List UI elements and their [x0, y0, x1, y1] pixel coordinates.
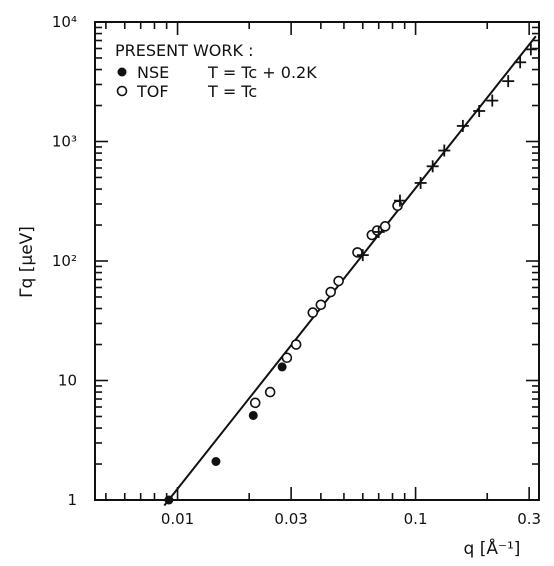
legend-tof-marker — [116, 85, 128, 97]
fit-line-group — [163, 35, 537, 507]
tof-point — [249, 397, 261, 409]
legend-nse-name: NSE — [137, 63, 169, 82]
nse-point — [277, 362, 287, 372]
plus-point — [502, 75, 515, 88]
tof-point — [379, 221, 391, 232]
x-tick-label: 0.01 — [161, 510, 194, 528]
legend: PRESENT WORK : NSE T = Tc + 0.2K TOF T =… — [115, 41, 317, 101]
plus-point — [426, 160, 439, 173]
x-tick-label: 0.3 — [517, 510, 541, 528]
data-marks — [164, 43, 537, 505]
plus-point — [414, 176, 427, 189]
plus-point — [456, 119, 469, 132]
y-tick-label: 10⁴ — [52, 13, 77, 31]
tof-point — [264, 386, 276, 398]
y-tick-labels: 1 10 10² 10³ 10⁴ — [52, 13, 77, 509]
x-axis-title: q [Å⁻¹] — [464, 537, 521, 559]
legend-tof-condition: T = Tc — [207, 82, 257, 101]
tof-point — [333, 275, 344, 287]
tof-point — [281, 352, 293, 364]
plot-frame — [94, 21, 540, 501]
tof-point — [315, 299, 327, 311]
tof-point — [307, 307, 319, 318]
y-tick-label: 10³ — [52, 133, 77, 151]
x-tick-labels: 0.01 0.03 0.1 0.3 — [161, 510, 541, 528]
x-tick-label: 0.1 — [404, 510, 428, 528]
fit-line — [163, 35, 537, 507]
x-tick-label: 0.03 — [274, 510, 307, 528]
plus-point — [372, 225, 385, 238]
nse-point — [248, 410, 258, 420]
plus-point — [438, 144, 451, 157]
plus-point — [393, 194, 406, 207]
y-axis-title: Γq [μeV] — [17, 226, 37, 298]
y-tick-label: 10 — [58, 372, 77, 390]
plus-point — [524, 43, 537, 56]
nse-point — [211, 456, 221, 466]
y-tick-label: 10² — [52, 252, 77, 270]
legend-nse-marker — [117, 67, 127, 77]
legend-nse-condition: T = Tc + 0.2K — [207, 63, 317, 82]
axis-ticks — [95, 21, 539, 501]
tof-point — [290, 339, 302, 350]
legend-heading: PRESENT WORK : — [115, 41, 253, 60]
y-tick-label: 1 — [67, 491, 77, 509]
tof-point — [325, 286, 337, 298]
plus-point — [473, 104, 486, 117]
nse-point — [164, 495, 174, 505]
legend-tof-name: TOF — [136, 82, 169, 101]
plus-point — [356, 249, 369, 262]
plus-point — [486, 94, 499, 107]
plus-point — [514, 56, 527, 69]
